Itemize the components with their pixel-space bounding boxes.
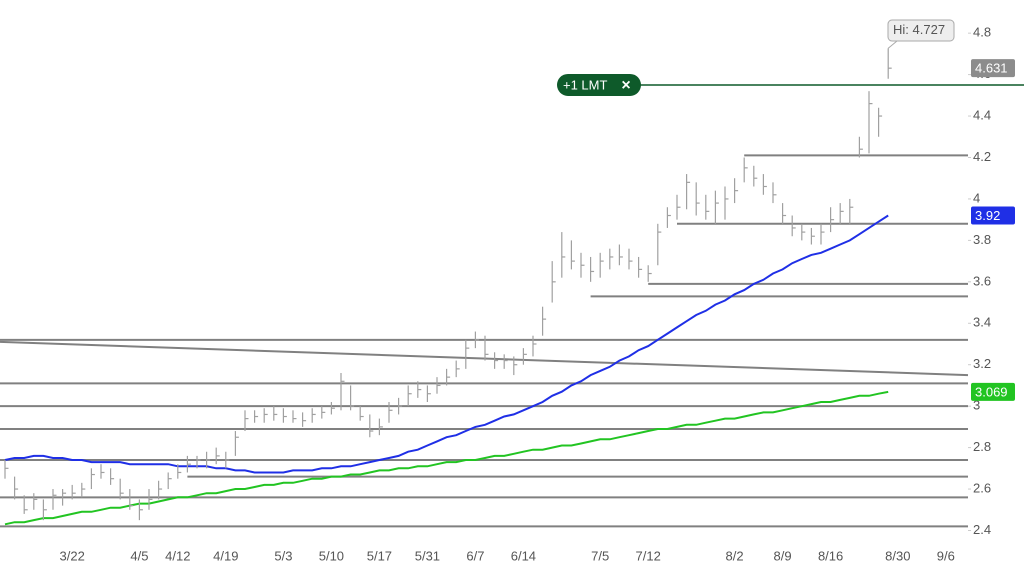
x-tick-label: 4/19 bbox=[213, 548, 238, 563]
hi-callout-bg bbox=[887, 19, 955, 42]
trendline bbox=[0, 340, 969, 377]
y-tick-label: 4 bbox=[973, 190, 980, 205]
x-tick-label: 5/3 bbox=[274, 548, 292, 563]
y-tick-label: 3.4 bbox=[973, 315, 991, 330]
x-tick-label: 8/2 bbox=[726, 548, 744, 563]
ma-fast-tag: 3.92 bbox=[975, 208, 1000, 223]
x-tick-label: 9/6 bbox=[937, 548, 955, 563]
y-tick-label: 3.6 bbox=[973, 273, 991, 288]
y-tick-label: 4.8 bbox=[973, 25, 991, 40]
y-tick-label: 2.4 bbox=[973, 522, 991, 537]
x-tick-label: 4/5 bbox=[130, 548, 148, 563]
hi-callout-pointer bbox=[887, 40, 898, 49]
ma-fast-tag-bg bbox=[971, 206, 1015, 225]
y-tick-label: 3.8 bbox=[973, 232, 991, 247]
x-tick-label: 3/22 bbox=[60, 548, 85, 563]
x-tick-label: 5/31 bbox=[415, 548, 440, 563]
order-cancel[interactable]: × bbox=[621, 77, 630, 94]
x-tick-label: 8/30 bbox=[885, 548, 910, 563]
moving-average bbox=[4, 214, 889, 474]
moving-average bbox=[4, 390, 889, 526]
order-pill bbox=[557, 73, 641, 96]
y-tick-label: 3.2 bbox=[973, 356, 991, 371]
x-tick-label: 8/16 bbox=[818, 548, 843, 563]
ma-slow-tag: 3.069 bbox=[975, 384, 1008, 399]
x-tick-label: 5/10 bbox=[319, 548, 344, 563]
x-tick-label: 5/17 bbox=[367, 548, 392, 563]
plot-area bbox=[0, 0, 968, 545]
x-tick-label: 7/5 bbox=[591, 548, 609, 563]
hi-label-value: 4.727 bbox=[913, 22, 946, 37]
order-label: +1 LMT bbox=[563, 77, 607, 92]
y-tick-label: 2.8 bbox=[973, 439, 991, 454]
x-tick-label: 7/12 bbox=[636, 548, 661, 563]
y-tick-label: 4.2 bbox=[973, 149, 991, 164]
hi-label-text: Hi: bbox=[893, 22, 909, 37]
y-tick-label: 3 bbox=[973, 398, 980, 413]
x-tick-label: 6/14 bbox=[511, 548, 536, 563]
last-price-tag-bg bbox=[971, 59, 1015, 78]
x-tick-label: 4/12 bbox=[165, 548, 190, 563]
ma-slow-tag-bg bbox=[971, 382, 1015, 401]
x-tick-label: 8/9 bbox=[774, 548, 792, 563]
x-tick-label: 6/7 bbox=[466, 548, 484, 563]
y-tick-label: 4.4 bbox=[973, 107, 991, 122]
last-price-tag: 4.631 bbox=[975, 61, 1008, 76]
hi-label: Hi: 4.727 bbox=[893, 22, 945, 37]
y-tick-label: 2.6 bbox=[973, 480, 991, 495]
